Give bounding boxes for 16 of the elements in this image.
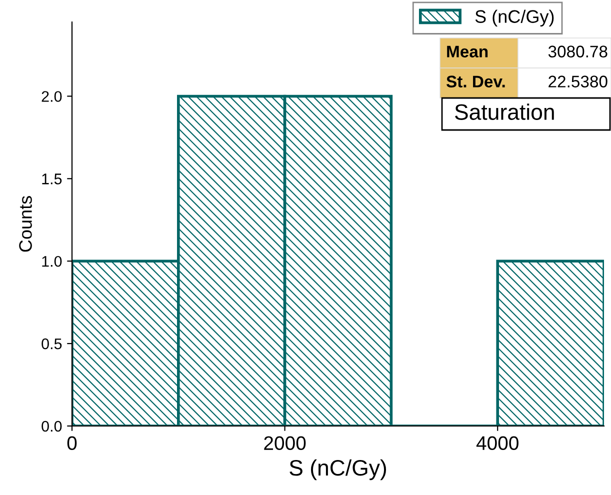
legend-label: S (nC/Gy) [475,10,554,27]
x-tick-label: 4000 [476,436,518,450]
y-tick-label: 0.5 [42,338,62,350]
annotation: Mean [447,46,488,58]
x-tick-label: 2000 [264,436,306,450]
y-axis-title: Counts [19,196,32,252]
y-tick-label: 1.0 [42,256,62,267]
annotation: 3080.78 [548,46,608,58]
annotation: 22.5380 [548,76,608,88]
y-tick-label: 0.0 [42,420,62,432]
x-axis-title: S (nC/Gy) [290,459,386,480]
y-tick-label: 1.5 [42,174,62,184]
y-tick-label: 2.0 [42,91,62,102]
annotation: Saturation [455,104,554,120]
x-tick-label: 0 [67,436,77,450]
annotation: St. Dev. [446,76,505,88]
